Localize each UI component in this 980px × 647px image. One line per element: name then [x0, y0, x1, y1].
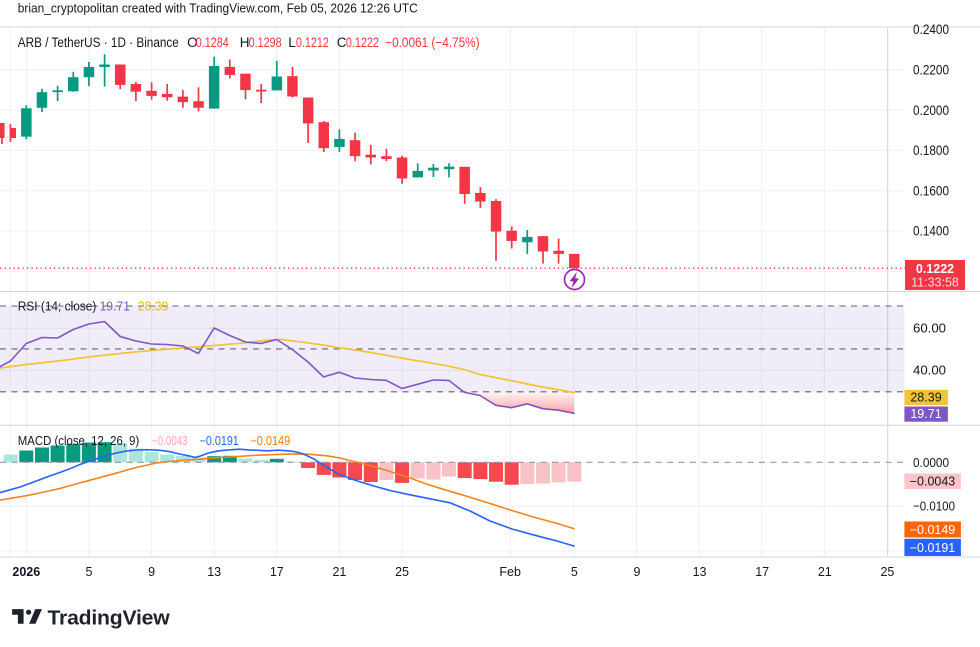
- svg-text:5: 5: [571, 565, 578, 579]
- svg-text:21: 21: [818, 565, 832, 579]
- svg-text:−0.0100: −0.0100: [913, 499, 955, 514]
- svg-text:0.1600: 0.1600: [913, 183, 949, 198]
- svg-text:0.1212: 0.1212: [296, 35, 329, 50]
- svg-text:−0.0149: −0.0149: [910, 523, 956, 537]
- svg-text:0.1400: 0.1400: [913, 224, 949, 239]
- svg-text:0.2200: 0.2200: [913, 63, 949, 78]
- svg-text:21: 21: [332, 565, 346, 579]
- svg-text:25: 25: [880, 565, 894, 579]
- svg-text:0.0000: 0.0000: [913, 455, 949, 470]
- svg-text:9: 9: [633, 565, 640, 579]
- svg-text:13: 13: [207, 565, 221, 579]
- svg-text:−0.0043: −0.0043: [910, 475, 956, 489]
- svg-text:40.00: 40.00: [913, 363, 946, 378]
- svg-text:0.1222: 0.1222: [916, 262, 954, 276]
- svg-text:60.00: 60.00: [913, 321, 946, 336]
- svg-text:O: O: [187, 35, 198, 50]
- svg-text:H: H: [240, 35, 250, 50]
- svg-text:Feb: Feb: [499, 565, 521, 579]
- svg-text:0.1298: 0.1298: [249, 35, 282, 50]
- svg-text:0.2000: 0.2000: [913, 103, 949, 118]
- svg-text:−0.0191: −0.0191: [910, 541, 956, 555]
- svg-text:TradingView: TradingView: [48, 608, 171, 630]
- svg-text:−0.0191: −0.0191: [200, 434, 239, 448]
- svg-text:0.1800: 0.1800: [913, 143, 949, 158]
- svg-text:19.71: 19.71: [910, 407, 941, 421]
- svg-text:9: 9: [148, 565, 155, 579]
- svg-text:17: 17: [270, 565, 284, 579]
- svg-text:28.39: 28.39: [910, 391, 941, 405]
- svg-text:25: 25: [395, 565, 409, 579]
- svg-text:MACD (close, 12, 26, 9): MACD (close, 12, 26, 9): [18, 434, 140, 448]
- svg-text:RSI (14; close): RSI (14; close): [18, 300, 97, 314]
- svg-text:L: L: [288, 35, 296, 50]
- svg-text:0.1222: 0.1222: [346, 35, 379, 50]
- svg-text:−0.0149: −0.0149: [250, 434, 290, 448]
- svg-text:19.71: 19.71: [100, 300, 131, 314]
- svg-text:11:33:58: 11:33:58: [911, 276, 959, 290]
- svg-text:−0.0061 (−4.75%): −0.0061 (−4.75%): [385, 35, 479, 50]
- svg-text:13: 13: [693, 565, 707, 579]
- svg-text:−0.0043: −0.0043: [152, 434, 188, 448]
- svg-text:ARB / TetherUS · 1D · Binance: ARB / TetherUS · 1D · Binance: [18, 35, 179, 50]
- svg-text:0.1284: 0.1284: [196, 35, 229, 50]
- svg-text:C: C: [337, 35, 347, 50]
- svg-text:5: 5: [85, 565, 92, 579]
- svg-text:brian_cryptopolitan created wi: brian_cryptopolitan created with Trading…: [18, 1, 418, 15]
- svg-text:17: 17: [755, 565, 769, 579]
- svg-text:2026: 2026: [12, 565, 40, 579]
- svg-text:0.2400: 0.2400: [913, 22, 949, 37]
- svg-text:28.39: 28.39: [138, 300, 169, 314]
